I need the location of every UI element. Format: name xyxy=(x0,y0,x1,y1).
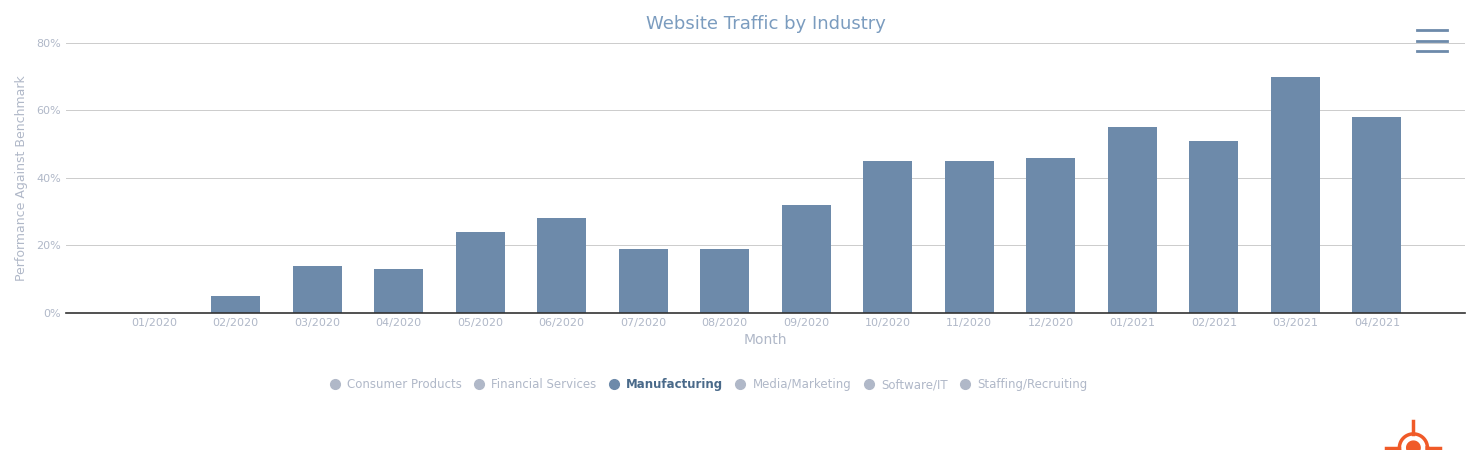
Y-axis label: Performance Against Benchmark: Performance Against Benchmark xyxy=(15,75,28,281)
Title: Website Traffic by Industry: Website Traffic by Industry xyxy=(645,15,885,33)
Bar xyxy=(944,161,993,313)
Bar xyxy=(1026,158,1076,313)
Bar xyxy=(863,161,912,313)
Bar xyxy=(700,249,749,313)
Bar xyxy=(1353,117,1402,313)
Bar xyxy=(1271,76,1320,313)
X-axis label: Month: Month xyxy=(744,333,787,347)
Bar xyxy=(374,269,423,313)
Bar xyxy=(1190,141,1239,313)
Bar xyxy=(212,296,260,313)
Polygon shape xyxy=(1406,441,1421,450)
Bar xyxy=(293,266,342,313)
Bar xyxy=(619,249,667,313)
Bar xyxy=(537,218,586,313)
Bar xyxy=(456,232,505,313)
Legend: Consumer Products, Financial Services, Manufacturing, Media/Marketing, Software/: Consumer Products, Financial Services, M… xyxy=(332,378,1088,391)
Bar xyxy=(1109,127,1157,313)
Bar xyxy=(781,205,830,313)
